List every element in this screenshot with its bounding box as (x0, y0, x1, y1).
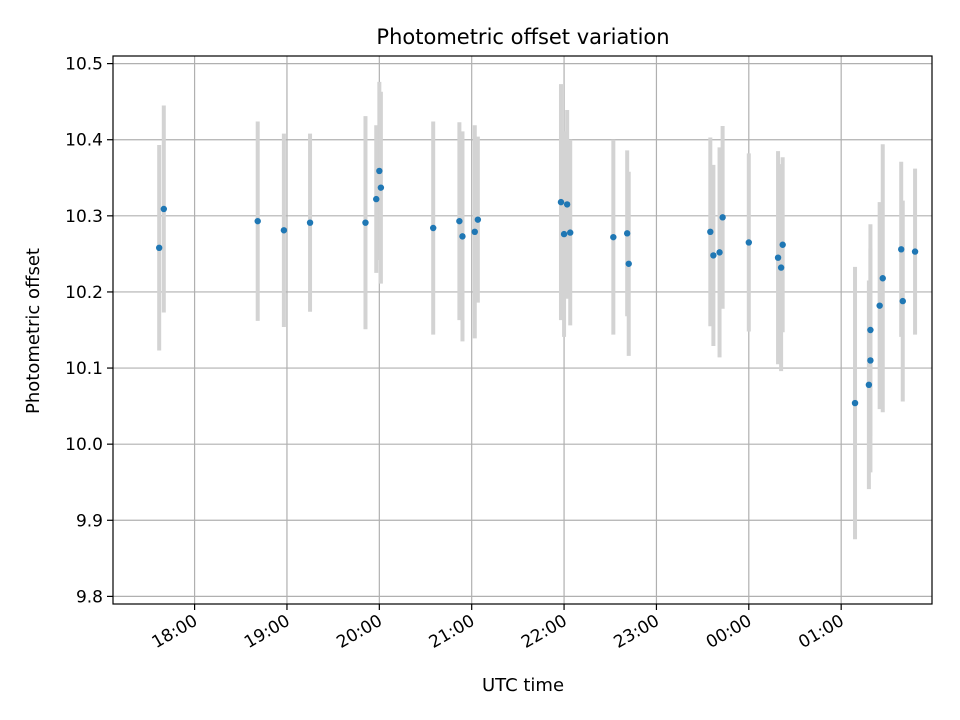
data-point (430, 224, 437, 232)
y-tick-label: 10.1 (65, 359, 103, 379)
data-point (557, 198, 565, 206)
data-point (280, 227, 288, 234)
data-point (707, 228, 714, 236)
data-point (879, 275, 886, 282)
data-point (899, 297, 906, 305)
data-point (377, 184, 385, 191)
y-tick-label: 10.5 (65, 55, 103, 75)
data-point (362, 219, 369, 226)
data-point (160, 205, 168, 213)
data-point (563, 201, 571, 208)
data-point (898, 246, 905, 253)
data-point (456, 217, 463, 225)
data-point (459, 233, 466, 240)
data-point (867, 326, 874, 334)
data-point (710, 252, 717, 259)
chart-title: Photometric offset variation (376, 25, 669, 49)
data-point (745, 239, 753, 246)
data-point (306, 219, 314, 226)
data-point (911, 248, 919, 255)
y-axis-ticks: 9.8 9.9 10.0 10.1 10.2 10.3 10.4 10.5 (65, 55, 113, 607)
data-point (610, 233, 617, 241)
y-tick-label: 9.8 (76, 587, 103, 607)
y-tick-label: 10.0 (65, 435, 103, 455)
data-point (623, 230, 631, 237)
plot-frame (112, 55, 933, 605)
data-point (851, 399, 859, 407)
data-point (471, 228, 478, 236)
data-point (474, 216, 482, 223)
data-point (254, 217, 261, 225)
data-point (865, 381, 873, 388)
data-markers (155, 167, 919, 407)
data-point (774, 254, 782, 261)
y-tick-label: 10.2 (65, 283, 103, 303)
y-axis-label: Photometric offset (23, 248, 44, 414)
y-tick-label: 9.9 (76, 511, 103, 531)
x-axis-label: UTC time (482, 675, 564, 696)
y-tick-label: 10.4 (65, 131, 103, 151)
data-point (560, 230, 568, 238)
data-point (867, 357, 874, 364)
data-point (373, 195, 380, 203)
data-point (376, 167, 383, 175)
data-point (779, 241, 786, 248)
data-point (876, 302, 883, 309)
y-tick-label: 10.3 (65, 207, 103, 227)
data-point (567, 229, 574, 236)
data-point (155, 244, 163, 251)
data-point (777, 264, 785, 271)
data-point (716, 249, 723, 256)
data-point (719, 214, 726, 221)
data-point (625, 260, 632, 267)
